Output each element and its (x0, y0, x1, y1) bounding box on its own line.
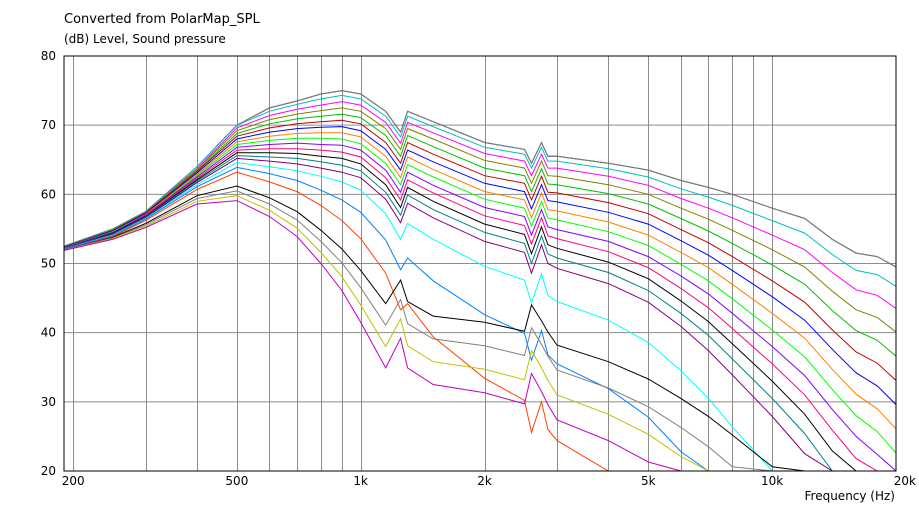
series-line-8 (63, 132, 897, 430)
series-line-14 (63, 157, 896, 472)
x-axis-label: Frequency (Hz) (805, 489, 896, 503)
chart-title: Converted from PolarMap_SPL (64, 12, 260, 27)
series-line-16 (63, 166, 896, 472)
y-tick-label-0: 20 (41, 464, 56, 478)
y-axis-label: (dB) Level, Sound pressure (64, 32, 226, 46)
y-tick-label-6: 80 (41, 49, 56, 63)
y-tick-label-4: 60 (41, 187, 56, 201)
x-tick-label-2: 1k (353, 474, 368, 488)
series-line-13 (63, 155, 896, 472)
x-tick-label-4: 5k (641, 474, 656, 488)
x-tick-label-1: 500 (225, 474, 248, 488)
series-line-6 (63, 119, 897, 381)
y-tick-label-5: 70 (41, 118, 56, 132)
series-line-10 (63, 142, 897, 472)
x-tick-label-6: 20k (894, 474, 916, 488)
x-tick-label-0: 200 (62, 474, 85, 488)
series-line-7 (63, 126, 897, 405)
y-tick-label-2: 40 (41, 326, 56, 340)
series-line-20 (63, 195, 896, 472)
series-line-1 (63, 90, 897, 268)
x-tick-label-3: 2k (477, 474, 492, 488)
plot-frame (63, 55, 897, 472)
series-line-19 (63, 190, 896, 472)
y-tick-label-1: 30 (41, 395, 56, 409)
series-line-9 (63, 137, 897, 454)
series-line-15 (63, 161, 896, 472)
series-line-11 (63, 148, 896, 472)
series-line-5 (63, 113, 897, 357)
series-line-3 (63, 101, 897, 309)
series-line-4 (63, 107, 897, 333)
x-tick-label-5: 10k (761, 474, 783, 488)
series-line-2 (63, 94, 897, 287)
y-tick-label-3: 50 (41, 257, 56, 271)
x-axis: 200 500 1k 2k 5k 10k 20k (62, 474, 916, 488)
series-line-21 (63, 200, 896, 472)
series-line-18 (63, 185, 896, 472)
y-axis: 20 30 40 50 60 70 80 (41, 49, 56, 478)
series-line-12 (63, 152, 896, 472)
series-group (63, 90, 897, 472)
